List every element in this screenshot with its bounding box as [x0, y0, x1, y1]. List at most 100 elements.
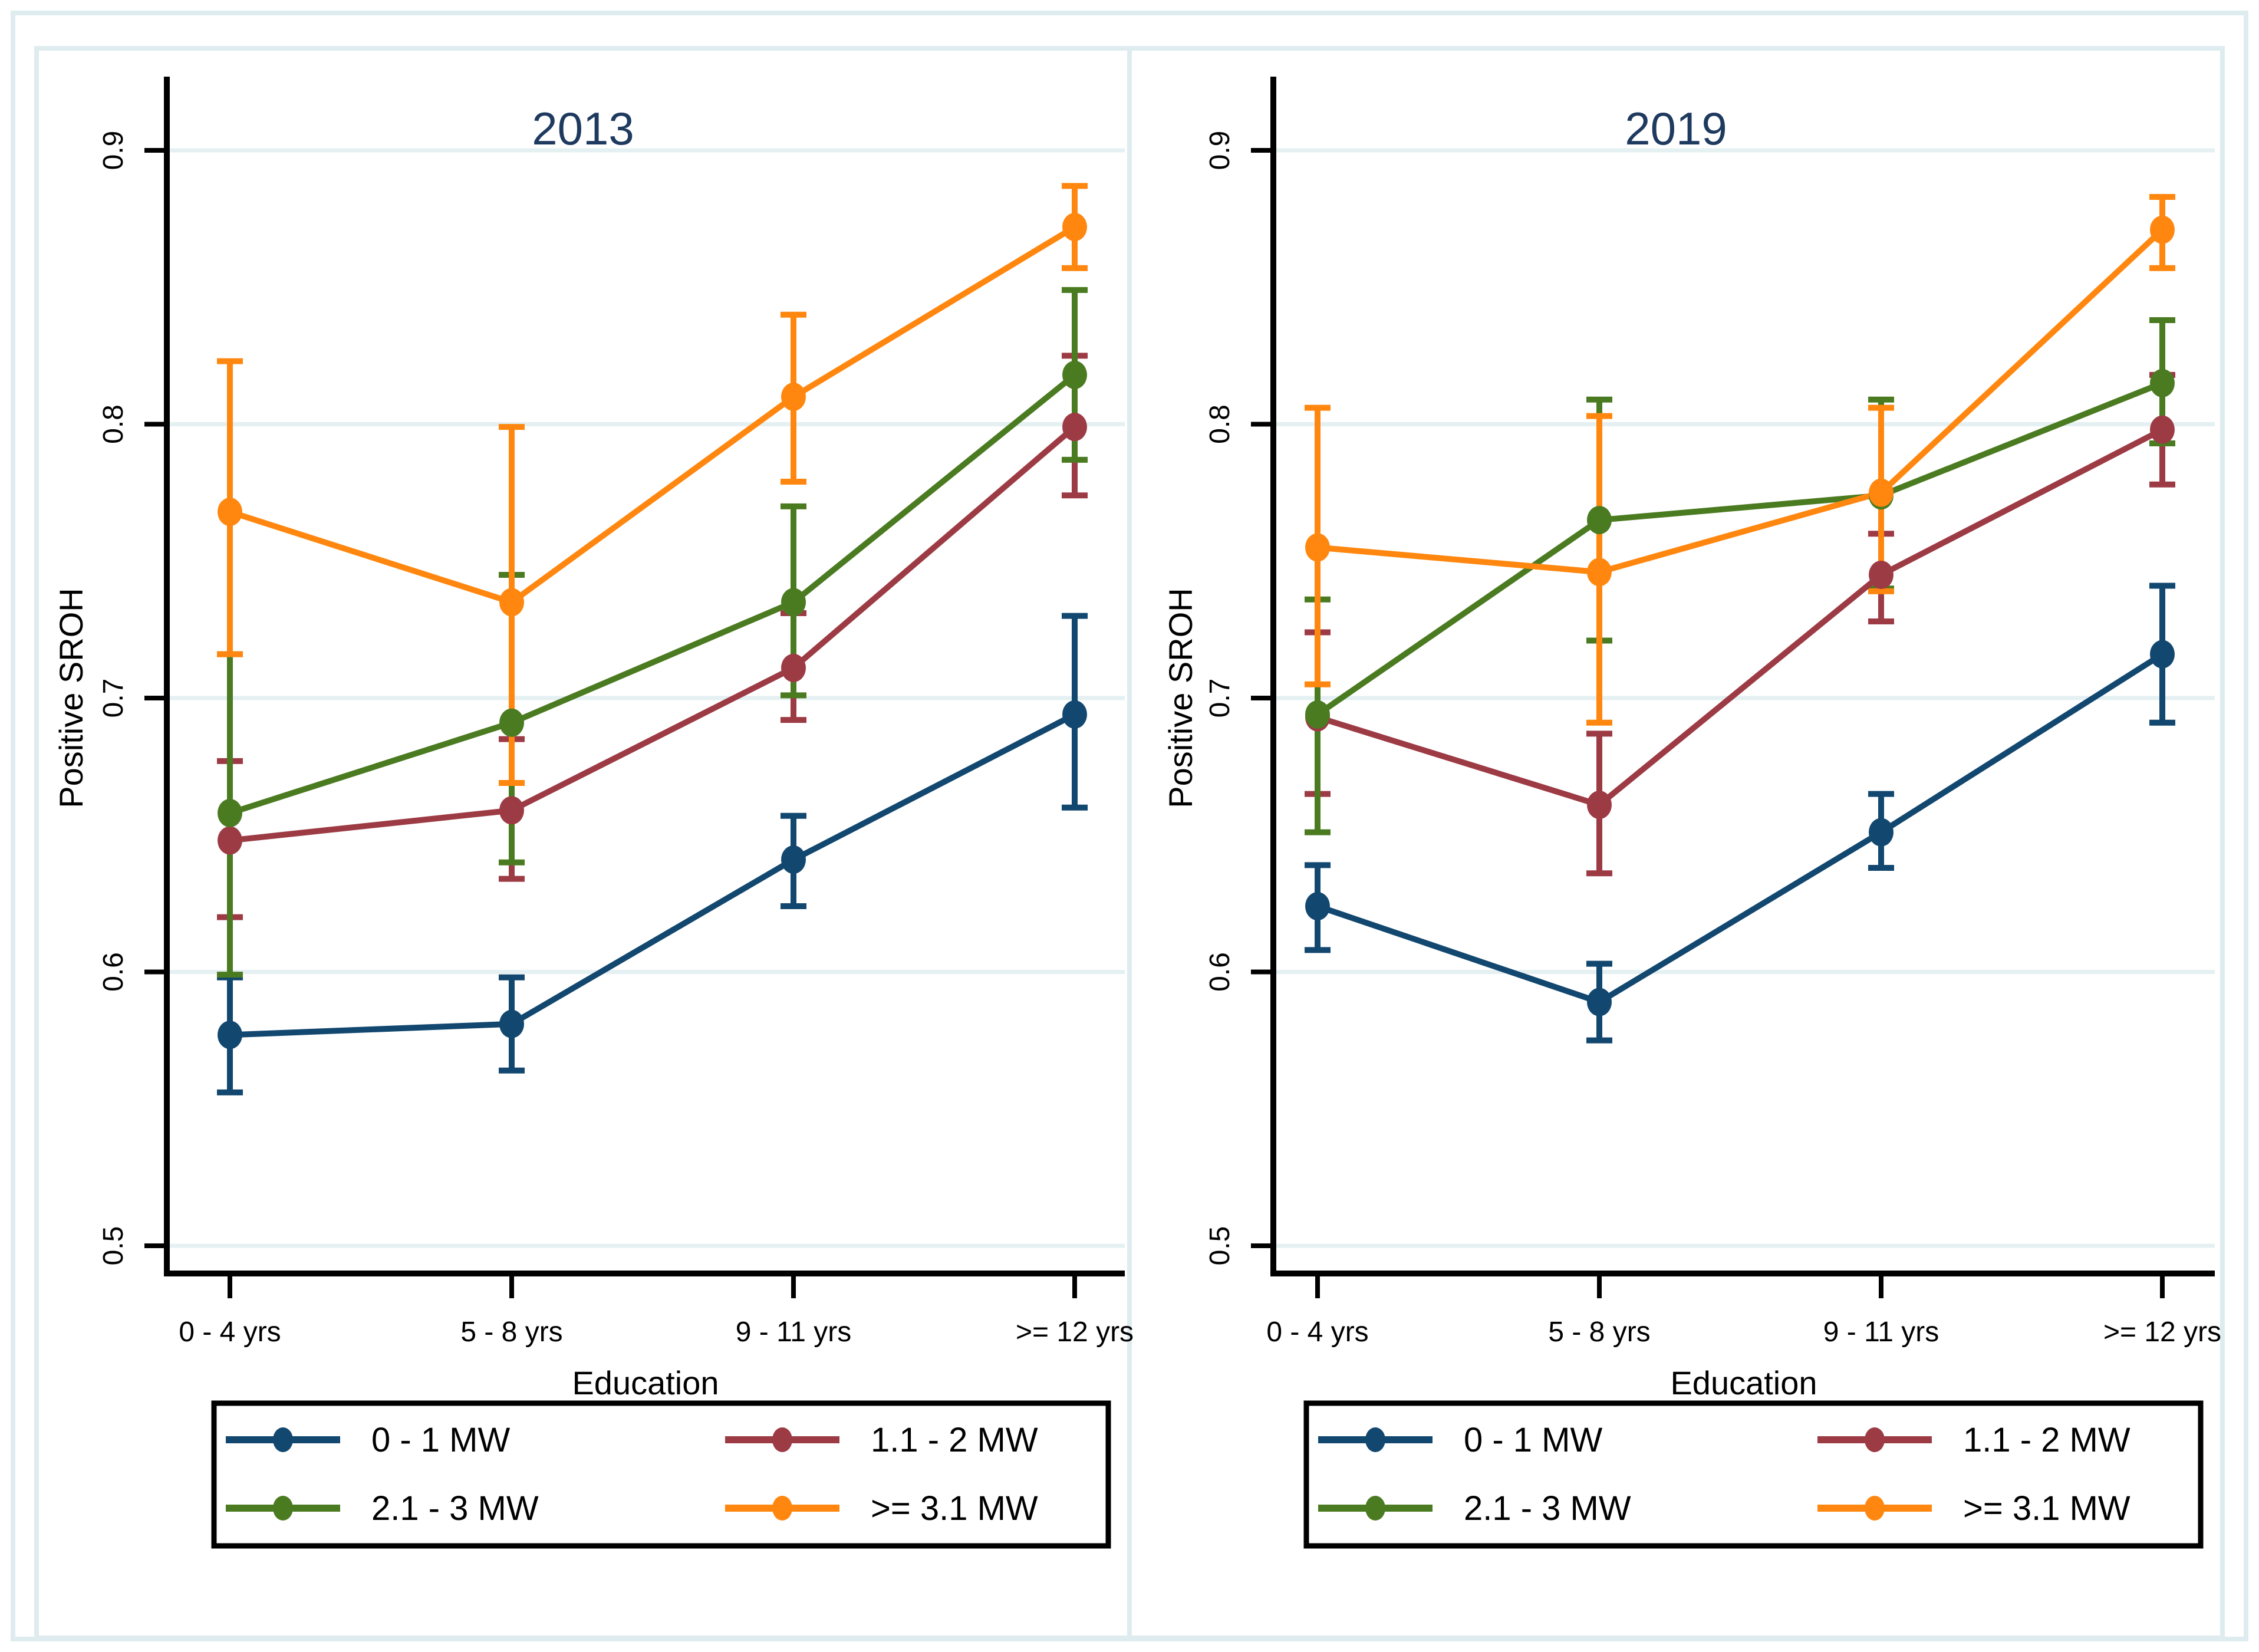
legend-entry: 1.1 - 2 MW — [725, 1421, 1038, 1459]
x-tick-label: 9 - 11 yrs — [736, 1317, 852, 1348]
legend-label: >= 3.1 MW — [871, 1489, 1038, 1528]
legend-entry: 2.1 - 3 MW — [1318, 1489, 1631, 1528]
data-point — [1869, 560, 1894, 589]
data-point — [2150, 215, 2175, 244]
legend-marker — [1365, 1496, 1385, 1521]
data-point — [218, 799, 242, 828]
data-point — [781, 845, 806, 874]
y-tick-label: 0.8 — [98, 404, 129, 444]
y-tick-label: 0.7 — [1204, 679, 1236, 718]
data-point — [1062, 360, 1087, 389]
x-tick-label: 5 - 8 yrs — [460, 1317, 562, 1348]
legend-box — [1303, 1400, 2204, 1549]
panel-cell-right — [1127, 46, 2225, 1640]
y-tick-label: 0.7 — [98, 679, 129, 718]
plot-series — [1305, 193, 2175, 1044]
gridlines — [167, 148, 1125, 1248]
legend-label: 2.1 - 3 MW — [1464, 1489, 1631, 1528]
legend-entry: 0 - 1 MW — [1318, 1421, 1602, 1459]
data-point — [1869, 478, 1894, 507]
legend-label: 1.1 - 2 MW — [871, 1421, 1038, 1459]
legend-marker — [1365, 1427, 1385, 1452]
legend-entry: 2.1 - 3 MW — [226, 1489, 539, 1528]
data-point — [1869, 818, 1894, 847]
panel-title: 2013 — [532, 103, 634, 154]
data-point — [1305, 700, 1330, 729]
panel-2013: 2013 0.5 0.6 0.7 0.8 0.9 0 - 4 yrs 5 - 8 yrs 9 … — [52, 77, 1134, 1549]
legend-entry: >= 3.1 MW — [725, 1489, 1038, 1528]
y-tick-label: 0.9 — [1204, 131, 1236, 170]
panel-title: 2019 — [1625, 103, 1727, 154]
x-tick-label: 0 - 4 yrs — [179, 1317, 281, 1348]
series-line — [1317, 228, 2165, 575]
x-tick-label: 0 - 4 yrs — [1266, 1317, 1368, 1348]
x-tick-label: 9 - 11 yrs — [1823, 1317, 1939, 1348]
legend: 0 - 1 MW 1.1 - 2 MW 2.1 - 3 MW >= 3.1 MW — [211, 1400, 1111, 1549]
y-tick-label: 0.6 — [98, 952, 129, 992]
axes: 0.5 0.6 0.7 0.8 0.9 0 - 4 yrs 5 - 8 yrs 9 - 11 … — [98, 77, 1134, 1348]
legend-entry: 0 - 1 MW — [226, 1421, 510, 1459]
data-point — [499, 796, 524, 825]
data-point — [499, 588, 524, 617]
legend-label: 2.1 - 3 MW — [371, 1489, 539, 1528]
series-line — [1316, 380, 2163, 717]
legend-label: 0 - 1 MW — [1464, 1421, 1602, 1459]
legend-label: 0 - 1 MW — [371, 1421, 510, 1459]
series-line — [229, 712, 1076, 1038]
data-point — [1587, 791, 1612, 820]
x-tick-label: >= 12 yrs — [1016, 1317, 1134, 1348]
data-point — [499, 1009, 524, 1038]
data-point — [1062, 213, 1087, 242]
y-axis-title: Positive SROH — [52, 588, 90, 808]
legend-box — [211, 1400, 1111, 1549]
data-point — [1587, 558, 1612, 587]
data-point — [1305, 533, 1330, 562]
data-point — [781, 588, 806, 617]
legend-marker — [1865, 1427, 1885, 1452]
legend-marker — [772, 1427, 792, 1452]
plot-series — [217, 183, 1088, 1095]
legend-entry: >= 3.1 MW — [1817, 1489, 2130, 1528]
data-point — [218, 498, 242, 526]
series-line — [229, 373, 1077, 816]
x-tick-label: >= 12 yrs — [2103, 1317, 2221, 1348]
data-point — [1587, 506, 1612, 535]
x-axis-title: Education — [572, 1364, 719, 1401]
series-line — [229, 424, 1077, 844]
y-tick-label: 0.5 — [98, 1226, 129, 1266]
axes: 0.5 0.6 0.7 0.8 0.9 0 - 4 yrs 5 - 8 yrs 9 - 11 … — [1204, 77, 2221, 1348]
series-line — [1316, 651, 2164, 1006]
legend-marker — [1865, 1496, 1885, 1521]
legend-marker — [772, 1496, 792, 1521]
y-tick-label: 0.5 — [1204, 1226, 1236, 1266]
data-point — [2150, 368, 2175, 397]
data-point — [499, 708, 524, 737]
data-point — [781, 383, 806, 412]
y-tick-label: 0.8 — [1204, 404, 1236, 444]
data-point — [2150, 640, 2175, 669]
legend-label: 1.1 - 2 MW — [1963, 1421, 2130, 1459]
data-point — [2150, 415, 2175, 444]
x-axis-title: Education — [1670, 1364, 1817, 1401]
data-point — [781, 653, 806, 682]
legend: 0 - 1 MW 1.1 - 2 MW 2.1 - 3 MW >= 3.1 MW — [1303, 1400, 2204, 1549]
legend-label: >= 3.1 MW — [1963, 1489, 2130, 1528]
y-tick-label: 0.9 — [98, 131, 129, 170]
legend-marker — [273, 1427, 293, 1452]
x-tick-label: 5 - 8 yrs — [1548, 1317, 1650, 1348]
data-point — [1062, 700, 1087, 729]
data-point — [218, 1021, 242, 1049]
data-point — [218, 826, 242, 855]
y-tick-label: 0.6 — [1204, 952, 1236, 992]
legend-entry: 1.1 - 2 MW — [1817, 1421, 2130, 1459]
y-axis-title: Positive SROH — [1162, 588, 1199, 808]
data-point — [1062, 413, 1087, 442]
legend-marker — [273, 1496, 293, 1521]
series-line — [229, 224, 1076, 605]
data-point — [1305, 892, 1330, 921]
data-point — [1587, 988, 1612, 1016]
panel-2019: 2019 0.5 0.6 0.7 0.8 0.9 0 - 4 yrs 5 - 8 yrs 9 … — [1162, 77, 2221, 1549]
series-line — [1316, 427, 2164, 808]
